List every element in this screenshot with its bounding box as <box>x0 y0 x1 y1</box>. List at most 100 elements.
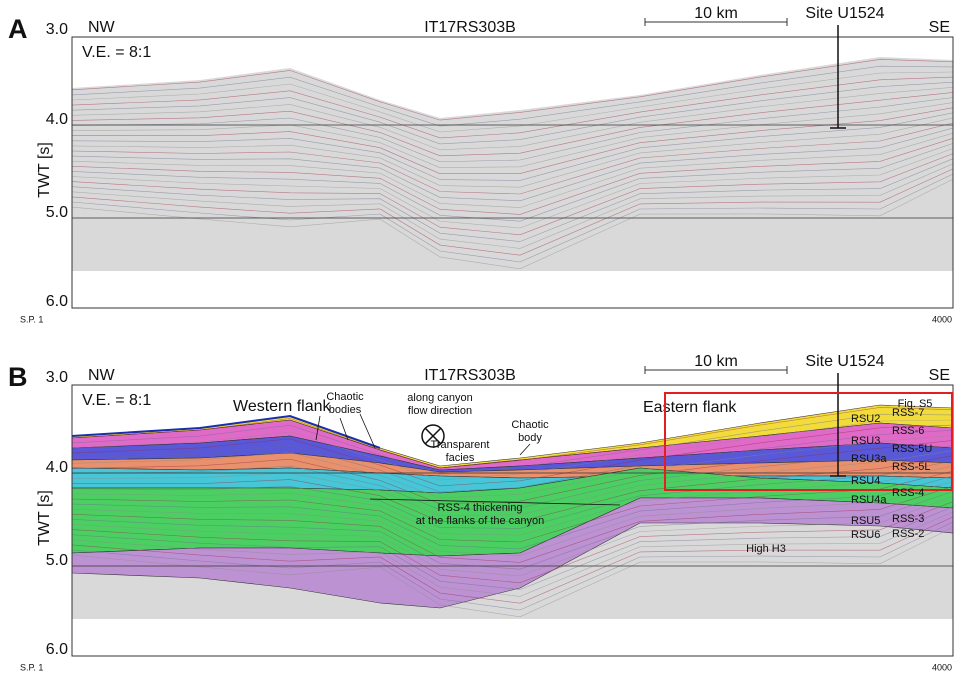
reflector <box>71 424 954 487</box>
flow-symbol <box>421 424 445 448</box>
fig-s5-box <box>664 392 953 491</box>
arrow <box>315 413 621 506</box>
nw: NW <box>88 19 116 36</box>
reflector <box>71 470 954 543</box>
nw: NW <box>88 367 116 384</box>
site-label: Site U1524 <box>805 5 884 22</box>
flow-symbol <box>424 427 442 445</box>
reflector <box>71 107 954 174</box>
surface-label: RSS-7 <box>892 407 924 419</box>
reflector <box>71 516 954 604</box>
reflector <box>71 501 954 584</box>
surface-label: RSS-4 <box>892 487 924 499</box>
reflector <box>71 475 954 550</box>
reflector <box>71 76 954 139</box>
unit-label: RSU3a <box>851 453 887 465</box>
sp-end: 4000 <box>932 662 952 672</box>
reflector <box>71 102 954 169</box>
annotation: Eastern flank <box>643 399 737 416</box>
reflector <box>71 173 954 263</box>
reflector <box>71 148 954 229</box>
frame <box>71 384 954 657</box>
annotation: Transparent <box>431 439 490 451</box>
reflector <box>71 127 954 202</box>
reflector <box>71 506 954 590</box>
reflector <box>71 97 954 163</box>
profile-title: IT17RS303B <box>424 19 516 36</box>
reflector <box>71 407 954 469</box>
reflector <box>71 138 954 215</box>
unit-label: RSU5 <box>851 515 880 527</box>
reflector <box>71 413 954 475</box>
reflector <box>71 465 954 536</box>
sp-end: 4000 <box>932 314 952 324</box>
ve: V.E. = 8:1 <box>82 392 151 409</box>
annotation: at the flanks of the canyon <box>416 515 544 527</box>
annotation: along canyon <box>407 392 472 404</box>
annotation: facies <box>446 452 475 464</box>
annotation: Western flank <box>233 398 332 415</box>
reflector <box>71 435 954 499</box>
annotation: Fig. S5 <box>898 398 933 410</box>
y-tick-label: 5.0 <box>46 552 68 569</box>
surface-label: RSS-6 <box>892 425 924 437</box>
reflector <box>71 455 954 522</box>
reflector <box>71 59 954 121</box>
profile-title: IT17RS303B <box>424 367 516 384</box>
y-axis-label: TWT [s] <box>36 490 53 546</box>
se: SE <box>929 367 950 384</box>
unit-label: RSU3 <box>851 435 880 447</box>
sp-start: S.P. 1 <box>20 662 43 672</box>
reflector <box>71 440 954 505</box>
y-tick-label: 4.0 <box>46 111 68 128</box>
reflector <box>71 87 954 151</box>
reflector <box>71 178 954 270</box>
reflector <box>71 429 954 493</box>
site-label: Site U1524 <box>805 353 884 370</box>
reflector <box>71 122 954 195</box>
y-tick-label: 6.0 <box>46 641 68 658</box>
unit-label: RSU4 <box>851 475 880 487</box>
reflector <box>71 168 954 256</box>
unit-label: RSU2 <box>851 413 880 425</box>
reflector <box>71 480 954 556</box>
scale-label: 10 km <box>694 5 738 22</box>
y-tick-label: 3.0 <box>46 21 68 38</box>
panel-label: A <box>8 14 28 44</box>
ve: V.E. = 8:1 <box>82 44 151 61</box>
annotation: High H3 <box>746 543 786 555</box>
scale-label: 10 km <box>694 353 738 370</box>
frame <box>71 36 954 309</box>
y-axis-label: TWT [s] <box>36 142 53 198</box>
annotation: Chaotic <box>326 391 364 403</box>
reflector <box>71 117 954 188</box>
sp-start: S.P. 1 <box>20 314 43 324</box>
surface-label: RSS-3 <box>892 513 924 525</box>
reflector <box>71 92 954 157</box>
annotation: bodies <box>329 404 362 416</box>
annotation: RSS-4 thickening <box>438 502 523 514</box>
annotation: flow direction <box>408 405 472 417</box>
surface-label: RSS-5L <box>892 461 931 473</box>
reflector <box>71 526 954 618</box>
reflector <box>71 419 954 481</box>
reflector <box>71 511 954 597</box>
reflector <box>71 81 954 145</box>
reflector <box>71 521 954 611</box>
reflector <box>71 112 954 181</box>
reflector <box>71 153 954 236</box>
reflector <box>71 132 954 208</box>
y-tick-label: 5.0 <box>46 204 68 221</box>
reflector <box>71 65 954 127</box>
annotation: body <box>518 432 542 444</box>
reflector <box>71 445 954 511</box>
y-tick-label: 3.0 <box>46 369 68 386</box>
unit-label: RSU6 <box>851 529 880 541</box>
surface-label: RSS-5U <box>892 443 932 455</box>
panel-label: B <box>8 362 28 392</box>
reflector <box>71 460 954 529</box>
seafloor <box>71 414 381 449</box>
reflector <box>71 486 954 563</box>
reflector <box>71 71 954 133</box>
